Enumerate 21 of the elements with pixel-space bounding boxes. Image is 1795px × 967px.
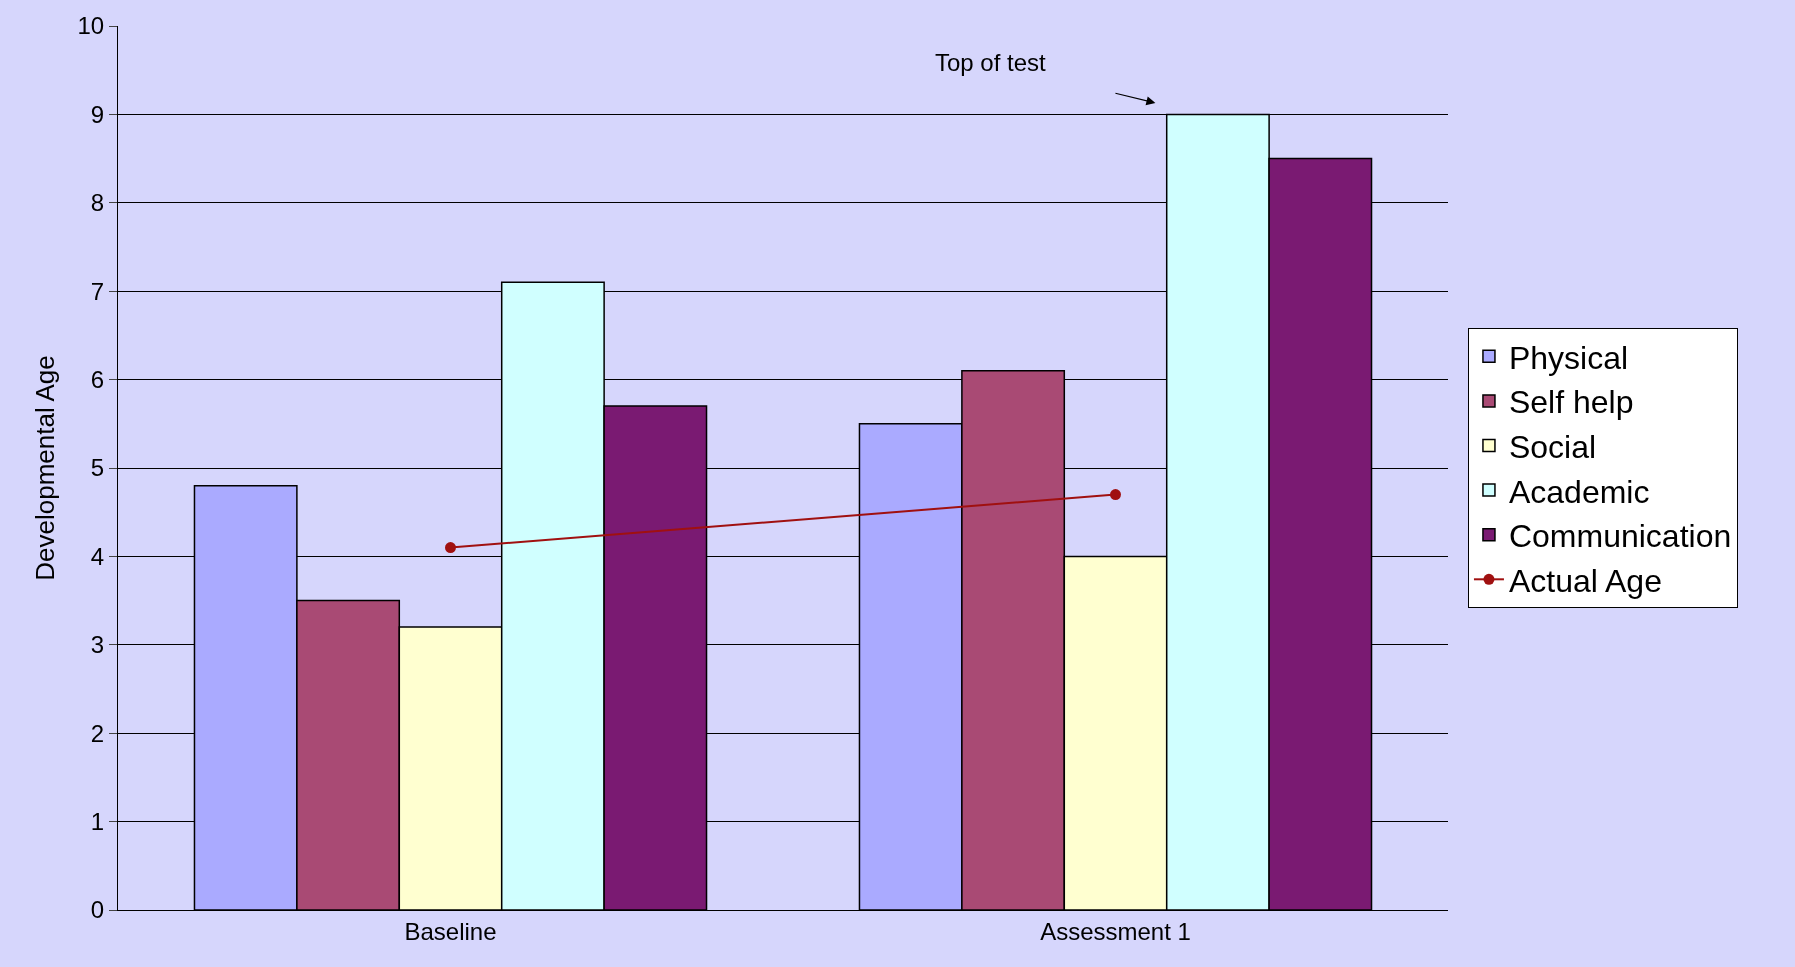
y-tick-label: 0 (90, 896, 105, 924)
y-tick-label: 3 (90, 631, 105, 659)
legend-label: Self help (1508, 384, 1634, 421)
legend-label: Academic (1508, 473, 1650, 510)
y-tick-label: 8 (90, 189, 105, 217)
legend-label: Communication (1508, 518, 1732, 555)
legend-label: Social (1508, 428, 1597, 465)
y-tick-label: 1 (90, 808, 105, 835)
x-tick-label: Assessment 1 (1040, 917, 1191, 945)
x-tick-label: Baseline (404, 917, 497, 945)
legend-label: Physical (1508, 339, 1629, 376)
y-tick-label: 10 (77, 12, 105, 40)
y-tick-label: 2 (90, 719, 105, 747)
y-tick-label: 6 (90, 366, 105, 393)
y-tick-label: 7 (90, 277, 105, 305)
annotation: Top of test (935, 49, 1047, 76)
y-tick-label: 9 (90, 100, 105, 128)
y-axis-title: Developmental Age (29, 355, 60, 581)
y-tick-label: 5 (90, 454, 105, 482)
legend-label: Actual Age (1508, 562, 1662, 599)
y-tick-label: 4 (90, 542, 105, 570)
